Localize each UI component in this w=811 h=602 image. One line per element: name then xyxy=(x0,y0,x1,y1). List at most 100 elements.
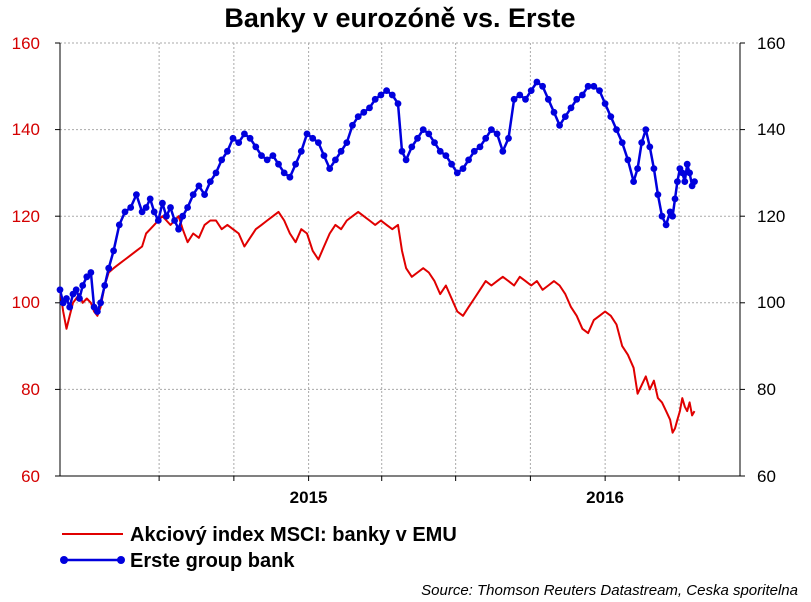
y-left-tick-label: 60 xyxy=(21,467,40,486)
data-point xyxy=(101,282,109,289)
legend-label: Erste group bank xyxy=(130,550,295,572)
data-point xyxy=(671,195,679,203)
y-left-tick-label: 140 xyxy=(12,120,40,139)
data-point xyxy=(394,100,402,107)
data-point xyxy=(658,212,666,220)
data-point xyxy=(642,126,650,133)
data-point xyxy=(522,95,529,103)
data-point xyxy=(146,195,154,203)
data-point xyxy=(436,147,444,155)
data-point xyxy=(201,191,209,199)
data-point xyxy=(286,173,294,181)
data-point xyxy=(388,91,396,99)
series-layer xyxy=(56,78,698,434)
data-point xyxy=(83,273,91,281)
x-tick-label: 2016 xyxy=(586,488,624,507)
data-point xyxy=(431,139,438,147)
data-point xyxy=(105,264,113,272)
data-point xyxy=(465,156,472,164)
data-point xyxy=(258,152,265,160)
data-point xyxy=(544,95,552,103)
data-point xyxy=(579,91,586,99)
data-point xyxy=(683,160,691,168)
legend-marker xyxy=(60,556,68,564)
axis-ticks xyxy=(55,42,745,481)
data-point xyxy=(453,169,461,177)
data-point xyxy=(275,160,282,168)
data-point xyxy=(654,191,662,199)
data-point xyxy=(678,169,686,177)
data-point xyxy=(371,95,379,103)
data-point xyxy=(332,156,339,164)
y-left-tick-label: 100 xyxy=(12,293,40,312)
y-right-tick-label: 80 xyxy=(757,380,776,399)
data-point xyxy=(179,212,187,220)
data-point xyxy=(527,87,535,94)
data-point xyxy=(567,104,575,112)
data-point xyxy=(184,204,192,211)
data-point xyxy=(218,156,226,164)
data-point xyxy=(297,147,305,155)
data-point xyxy=(127,204,135,211)
data-point xyxy=(229,134,237,142)
data-point xyxy=(618,139,626,147)
data-point xyxy=(533,78,541,86)
grid xyxy=(60,42,740,476)
data-point xyxy=(206,178,214,186)
data-point xyxy=(326,165,334,173)
data-point xyxy=(110,247,117,255)
data-point xyxy=(584,82,592,90)
data-point xyxy=(175,225,183,233)
data-point xyxy=(414,134,421,142)
data-point xyxy=(159,199,166,207)
legend-marker xyxy=(117,556,125,564)
data-point xyxy=(459,165,467,173)
data-point xyxy=(448,160,455,168)
data-point xyxy=(646,143,654,151)
data-point xyxy=(681,178,689,186)
data-point xyxy=(493,130,501,138)
data-point xyxy=(377,91,385,99)
data-point xyxy=(638,139,646,147)
data-point xyxy=(550,108,558,116)
data-point xyxy=(402,156,410,164)
data-point xyxy=(195,182,203,190)
y-left-tick-label: 120 xyxy=(12,207,40,226)
data-point xyxy=(425,130,433,138)
data-point xyxy=(224,147,231,155)
data-point xyxy=(691,178,698,186)
data-point xyxy=(150,208,158,216)
data-point xyxy=(115,221,123,229)
source-note: Source: Thomson Reuters Datastream, Cesk… xyxy=(421,582,798,599)
data-point xyxy=(303,130,311,138)
data-point xyxy=(292,160,299,168)
data-point xyxy=(482,134,490,142)
data-point xyxy=(476,143,484,151)
data-point xyxy=(337,147,345,155)
data-point xyxy=(133,191,140,199)
data-point xyxy=(613,126,620,133)
data-point xyxy=(320,152,328,160)
data-point xyxy=(235,139,243,147)
data-point xyxy=(138,208,146,216)
data-point xyxy=(241,130,248,138)
y-right-tick-label: 120 xyxy=(757,207,785,226)
data-point xyxy=(470,147,478,155)
data-point xyxy=(263,156,271,164)
data-point xyxy=(596,87,603,94)
data-point xyxy=(76,295,83,302)
data-point xyxy=(354,113,362,120)
data-point xyxy=(97,299,104,307)
data-point xyxy=(419,126,427,133)
data-point xyxy=(499,147,507,155)
data-point xyxy=(309,134,317,142)
data-point xyxy=(343,139,351,147)
data-point xyxy=(56,286,64,294)
data-point xyxy=(315,139,322,147)
data-point xyxy=(154,217,162,224)
data-point xyxy=(408,143,416,151)
data-point xyxy=(539,82,546,90)
data-point xyxy=(634,165,641,173)
data-point xyxy=(510,95,518,103)
